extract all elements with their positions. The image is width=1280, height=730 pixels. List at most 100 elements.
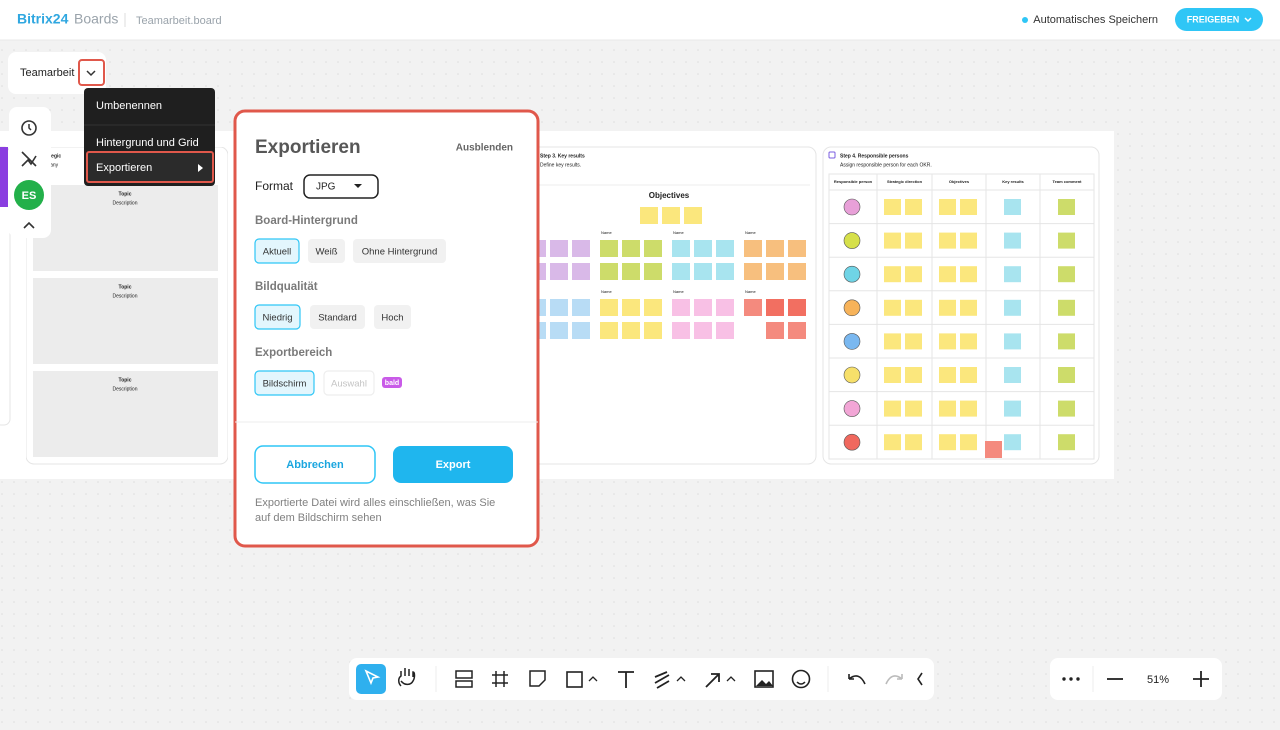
sticky bbox=[884, 333, 901, 350]
zoom-level: 51% bbox=[1147, 674, 1169, 686]
sticky bbox=[884, 299, 901, 316]
section-label: Bildqualität bbox=[255, 281, 318, 293]
sticky bbox=[572, 240, 590, 257]
sticky bbox=[672, 263, 690, 280]
sticky bbox=[672, 299, 690, 316]
avatar-face bbox=[843, 333, 861, 350]
product: Boards bbox=[74, 11, 118, 27]
option-label: Hoch bbox=[381, 313, 403, 324]
option-button[interactable] bbox=[254, 370, 315, 396]
sticky bbox=[960, 299, 977, 316]
avatar-face bbox=[843, 400, 861, 417]
sticky bbox=[939, 434, 956, 451]
sticky bbox=[939, 232, 956, 249]
menu-item[interactable]: Exportieren bbox=[96, 162, 152, 174]
sticky bbox=[622, 322, 640, 339]
avatar[interactable] bbox=[14, 180, 44, 210]
sticky bbox=[788, 240, 806, 257]
sticky bbox=[600, 263, 618, 280]
column-header: Objectives bbox=[949, 179, 970, 184]
sticky bbox=[744, 263, 762, 280]
sticky bbox=[1004, 434, 1021, 451]
sticky bbox=[905, 199, 922, 215]
note: auf dem Bildschirm sehen bbox=[255, 512, 382, 524]
frame-subtitle: Define key results. bbox=[540, 162, 581, 168]
topic-title: Topic bbox=[119, 377, 132, 383]
sticky bbox=[788, 322, 806, 339]
sticky bbox=[905, 400, 922, 417]
cancel-button[interactable] bbox=[254, 445, 376, 484]
badge bbox=[382, 377, 402, 388]
menu-toggle[interactable] bbox=[78, 59, 105, 86]
table bbox=[828, 173, 1095, 460]
frame-subtitle: Assign responsible person for each OKR. bbox=[840, 162, 932, 168]
sticky bbox=[939, 333, 956, 350]
sticky bbox=[939, 266, 956, 283]
option-label: Weiß bbox=[316, 247, 338, 258]
sticky bbox=[884, 266, 901, 283]
sticky bbox=[694, 299, 712, 316]
sticky bbox=[1058, 299, 1075, 316]
sticky bbox=[572, 299, 590, 316]
topic-text: Description bbox=[112, 200, 137, 206]
sticky bbox=[766, 263, 784, 280]
sticky bbox=[644, 299, 662, 316]
avatar-face bbox=[843, 265, 861, 283]
sticky bbox=[694, 322, 712, 339]
sticky bbox=[622, 240, 640, 257]
sticky bbox=[1058, 367, 1075, 383]
menu-item[interactable]: Umbenennen bbox=[96, 100, 162, 112]
option-button[interactable] bbox=[254, 304, 301, 330]
column-header: Team comment bbox=[1052, 179, 1082, 184]
sticky bbox=[960, 266, 977, 283]
sticky bbox=[672, 322, 690, 339]
section-label: Board-Hintergrund bbox=[255, 215, 358, 227]
icon bbox=[828, 151, 836, 159]
avatar-face bbox=[843, 232, 861, 249]
sticky bbox=[939, 367, 956, 383]
brand: Bitrix24 bbox=[17, 11, 69, 27]
sticky bbox=[905, 299, 922, 316]
menu-item[interactable]: Hintergrund und Grid bbox=[96, 137, 199, 149]
sticky bbox=[744, 299, 762, 316]
avatar-face bbox=[843, 433, 861, 451]
sticky bbox=[766, 240, 784, 257]
sticky bbox=[939, 400, 956, 417]
format-select[interactable] bbox=[303, 174, 379, 199]
column-header: Key results bbox=[1002, 179, 1024, 184]
sticky bbox=[550, 299, 568, 316]
group-label: Name bbox=[601, 289, 612, 294]
format-label: Format bbox=[255, 179, 294, 193]
sticky bbox=[644, 263, 662, 280]
sticky bbox=[905, 266, 922, 283]
sticky bbox=[960, 232, 977, 249]
option-label: Bildschirm bbox=[263, 379, 307, 390]
sticky bbox=[905, 367, 922, 383]
option-button[interactable] bbox=[310, 305, 365, 329]
topic-card bbox=[33, 185, 218, 271]
sticky bbox=[1004, 199, 1021, 215]
option-button[interactable] bbox=[254, 238, 300, 264]
sticky bbox=[884, 232, 901, 249]
export-button[interactable] bbox=[393, 446, 513, 483]
sticky bbox=[1058, 400, 1075, 417]
option-button[interactable] bbox=[353, 239, 446, 263]
sticky bbox=[550, 322, 568, 339]
sticky bbox=[694, 240, 712, 257]
sticky bbox=[960, 199, 977, 215]
step1-frame: Step 1. StrategicDefine companyTopicDesc… bbox=[26, 147, 228, 465]
sticky bbox=[644, 322, 662, 339]
option-button[interactable] bbox=[374, 305, 411, 329]
sticky bbox=[905, 232, 922, 249]
header bbox=[0, 0, 1280, 40]
frame-title: Step 4. Responsible persons bbox=[840, 153, 909, 159]
share-button[interactable] bbox=[1175, 8, 1263, 31]
option-button[interactable] bbox=[308, 239, 345, 263]
sticky bbox=[644, 240, 662, 257]
option-label: Aktuell bbox=[263, 247, 292, 258]
sticky bbox=[640, 207, 658, 224]
sticky bbox=[622, 299, 640, 316]
hide-link[interactable]: Ausblenden bbox=[456, 143, 513, 154]
topic-card bbox=[33, 278, 218, 364]
group-label: Name bbox=[745, 289, 756, 294]
